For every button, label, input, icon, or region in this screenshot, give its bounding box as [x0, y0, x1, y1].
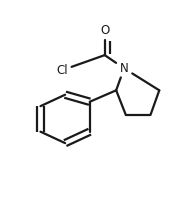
Text: N: N: [120, 62, 128, 75]
Text: O: O: [100, 24, 109, 37]
Text: Cl: Cl: [57, 64, 68, 77]
